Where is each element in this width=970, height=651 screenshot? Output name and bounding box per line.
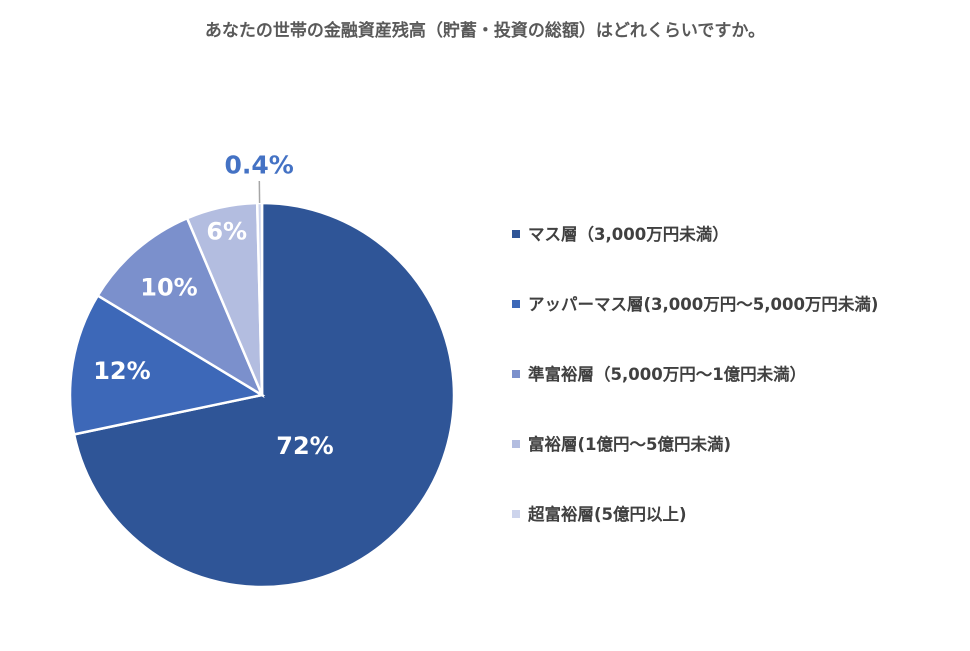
legend-label: 富裕層(1億円～5億円未満) — [528, 435, 732, 454]
legend-item: 準富裕層（5,000万円～1億円未満） — [512, 362, 806, 388]
pie-slice — [96, 216, 265, 399]
legend-item: マス層（3,000万円未満） — [512, 222, 729, 248]
legend-swatch — [512, 369, 520, 378]
legend-label: マス層（3,000万円未満） — [528, 225, 729, 244]
legend-item: 富裕層(1億円～5億円未満) — [512, 432, 731, 458]
legend-swatch — [512, 299, 520, 308]
slice-label: 12% — [93, 357, 150, 385]
slice-label: 0.4% — [224, 151, 293, 180]
slice-label: 6% — [206, 218, 247, 246]
slice-label: 72% — [276, 432, 333, 460]
pie-slice — [68, 293, 266, 436]
legend-label: 準富裕層（5,000万円～1億円未満） — [528, 365, 807, 384]
slice-label: 10% — [140, 274, 197, 302]
legend-swatch — [512, 439, 520, 448]
legend-swatch — [512, 229, 520, 238]
legend-item: アッパーマス層(3,000万円～5,000万円未満) — [512, 292, 878, 318]
legend-item: 超富裕層(5億円以上) — [512, 502, 687, 528]
chart-title: あなたの世帯の金融資産残高（貯蓄・投資の総額）はどれくらいですか。 — [204, 21, 766, 41]
pie-slices — [68, 201, 456, 589]
legend-label: 超富裕層(5億円以上) — [528, 505, 687, 524]
slice-labels: 72% 12% 10% 6% 0.4% — [93, 151, 334, 460]
legend-swatch — [512, 509, 520, 518]
legend-label: アッパーマス層(3,000万円～5,000万円未満) — [528, 295, 879, 314]
